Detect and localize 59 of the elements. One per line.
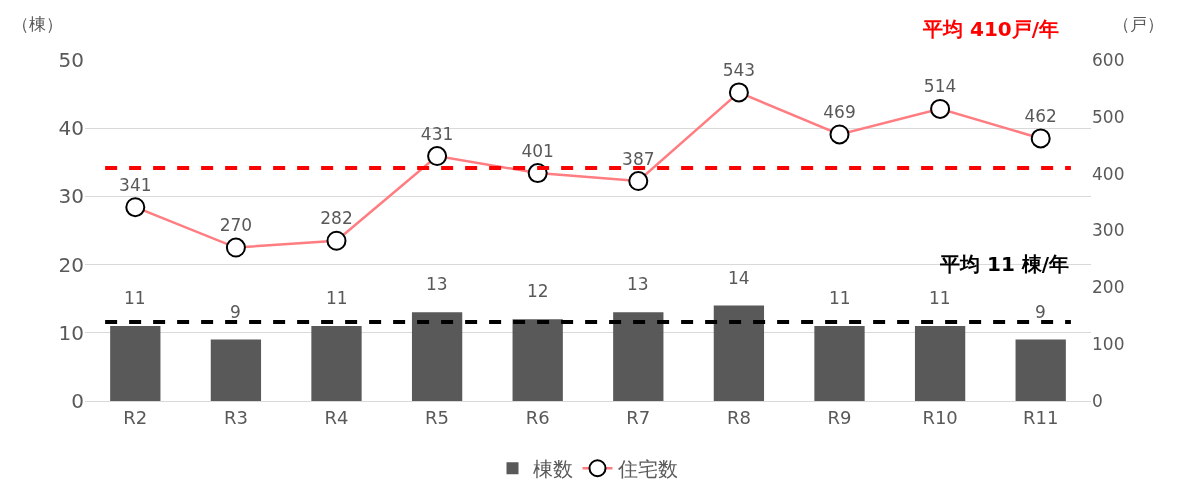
bar <box>110 325 161 401</box>
data-label: 11 <box>326 288 348 308</box>
ref-line-label: 平均 11 棟/年 <box>939 252 1070 276</box>
data-label: 11 <box>929 288 951 308</box>
y2-tick-label: 300 <box>1092 220 1125 241</box>
legend-label: 棟数 <box>532 457 573 482</box>
x-tick-label: R4 <box>324 406 349 428</box>
bar <box>311 325 362 401</box>
ref-line-label: 平均 410戸/年 <box>922 17 1060 41</box>
y2-tick-label: 600 <box>1092 49 1125 70</box>
x-tick-label: R3 <box>223 406 248 428</box>
x-tick-label: R10 <box>922 406 958 428</box>
bar <box>814 325 865 401</box>
data-label: 12 <box>527 281 549 301</box>
data-label: 11 <box>829 288 851 308</box>
data-label: 469 <box>823 101 856 122</box>
data-label: 13 <box>426 274 448 294</box>
bar <box>411 312 463 401</box>
data-label: 14 <box>728 268 750 288</box>
bar <box>512 319 563 401</box>
y-tick-label: 30 <box>58 184 84 209</box>
x-tick-label: R6 <box>525 406 550 428</box>
data-label: 13 <box>627 274 649 294</box>
data-label: 543 <box>722 59 756 80</box>
x-tick-label: R11 <box>1022 406 1059 428</box>
x-tick-label: R7 <box>626 406 651 428</box>
y-tick-label: 10 <box>58 320 84 345</box>
y2-axis-title: （戸） <box>1113 14 1164 34</box>
data-label: 462 <box>1024 105 1057 126</box>
bar <box>1015 339 1066 401</box>
legend-label: 住宅数 <box>616 457 678 482</box>
y-tick-label: 20 <box>58 252 84 277</box>
data-label: 11 <box>124 288 146 308</box>
data-label: 401 <box>521 140 554 161</box>
y2-tick-label: 100 <box>1092 334 1125 355</box>
x-tick-label: R9 <box>827 406 852 428</box>
y-tick-label: 0 <box>71 389 84 413</box>
data-label: 282 <box>320 208 353 229</box>
bar <box>210 339 262 401</box>
y2-tick-label: 200 <box>1092 277 1125 298</box>
data-label: 341 <box>119 174 152 195</box>
data-label: 270 <box>219 215 253 236</box>
data-label: 387 <box>622 148 655 169</box>
data-label: 9 <box>230 302 241 322</box>
bar <box>914 325 966 401</box>
x-tick-label: R8 <box>726 406 751 428</box>
data-label: 9 <box>1035 302 1046 322</box>
bar <box>613 312 664 401</box>
y-tick-label: 40 <box>58 116 84 141</box>
x-tick-label: R5 <box>425 406 450 428</box>
bar <box>713 305 765 401</box>
y2-tick-label: 400 <box>1092 163 1125 184</box>
y2-tick-label: 0 <box>1092 390 1103 411</box>
data-label: 431 <box>420 123 454 144</box>
x-tick-label: R2 <box>123 406 148 428</box>
y-axis-title: （棟） <box>12 14 63 34</box>
y-tick-label: 50 <box>58 48 84 72</box>
data-label: 514 <box>923 76 957 97</box>
y2-tick-label: 500 <box>1092 106 1125 127</box>
